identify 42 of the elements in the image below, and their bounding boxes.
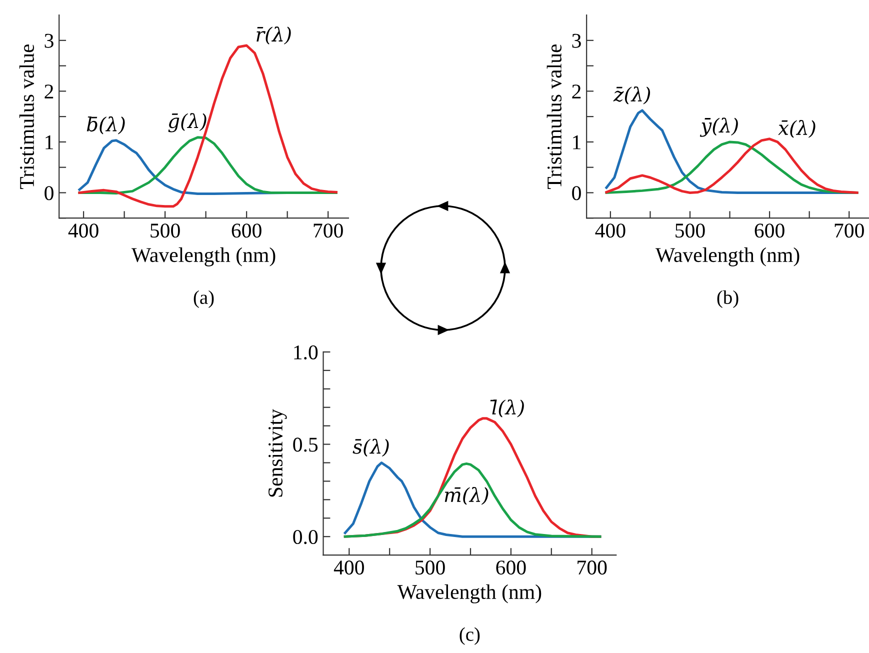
series-label: l̄(λ): [490, 400, 524, 418]
y-axis-title: Tristimulus value: [19, 44, 34, 190]
text: (a): [194, 290, 214, 308]
y-axis-title: Tristimulus value: [546, 44, 562, 190]
x-tick-label: 500: [150, 224, 180, 238]
text: (c): [460, 627, 480, 645]
x-tick-label: 700: [578, 560, 607, 575]
y-tick-label: 1.0: [294, 345, 318, 360]
x-axis-title: Wavelength (nm): [397, 584, 542, 604]
x-tick-label: 600: [232, 224, 262, 238]
series-label: b̄(λ): [86, 116, 125, 134]
x-tick-label: 500: [676, 224, 705, 238]
text: (b): [717, 290, 738, 308]
x-tick-label: 400: [595, 224, 626, 238]
y-tick-label: 3: [572, 34, 581, 48]
x-axis-title: Wavelength (nm): [131, 247, 276, 266]
y-tick-label: 2: [44, 84, 54, 98]
x-axis-title: Wavelength (nm): [655, 247, 800, 266]
x-tick-label: 500: [416, 560, 445, 575]
line-series: [78, 44, 338, 208]
x-tick-label: 400: [68, 224, 98, 238]
series-label: m̄(λ): [444, 486, 488, 505]
y-tick-label: 0.5: [293, 438, 318, 452]
y-tick-label: 2: [572, 84, 581, 98]
series-label: ḡ(λ): [168, 113, 206, 132]
series-label: r̄(λ): [256, 26, 291, 44]
y-tick-label: 1: [46, 135, 53, 150]
series-label: x̄(λ): [778, 120, 816, 138]
series-label: z̄(λ): [613, 86, 650, 104]
x-tick-label: 700: [834, 224, 864, 238]
y-tick-label: 0: [44, 186, 54, 200]
y-tick-label: 0.0: [293, 530, 318, 544]
y-tick-label: 1: [573, 135, 580, 150]
series-label: ȳ(λ): [700, 118, 738, 137]
x-tick-label: 700: [314, 224, 343, 238]
x-tick-label: 600: [754, 224, 784, 238]
y-tick-label: 0: [572, 186, 581, 200]
series-label: s̄(λ): [352, 438, 389, 457]
x-tick-label: 400: [334, 560, 364, 575]
y-tick-label: 3: [44, 34, 54, 48]
x-tick-label: 600: [496, 560, 526, 575]
y-axis-title: Sensitivity: [268, 409, 287, 497]
